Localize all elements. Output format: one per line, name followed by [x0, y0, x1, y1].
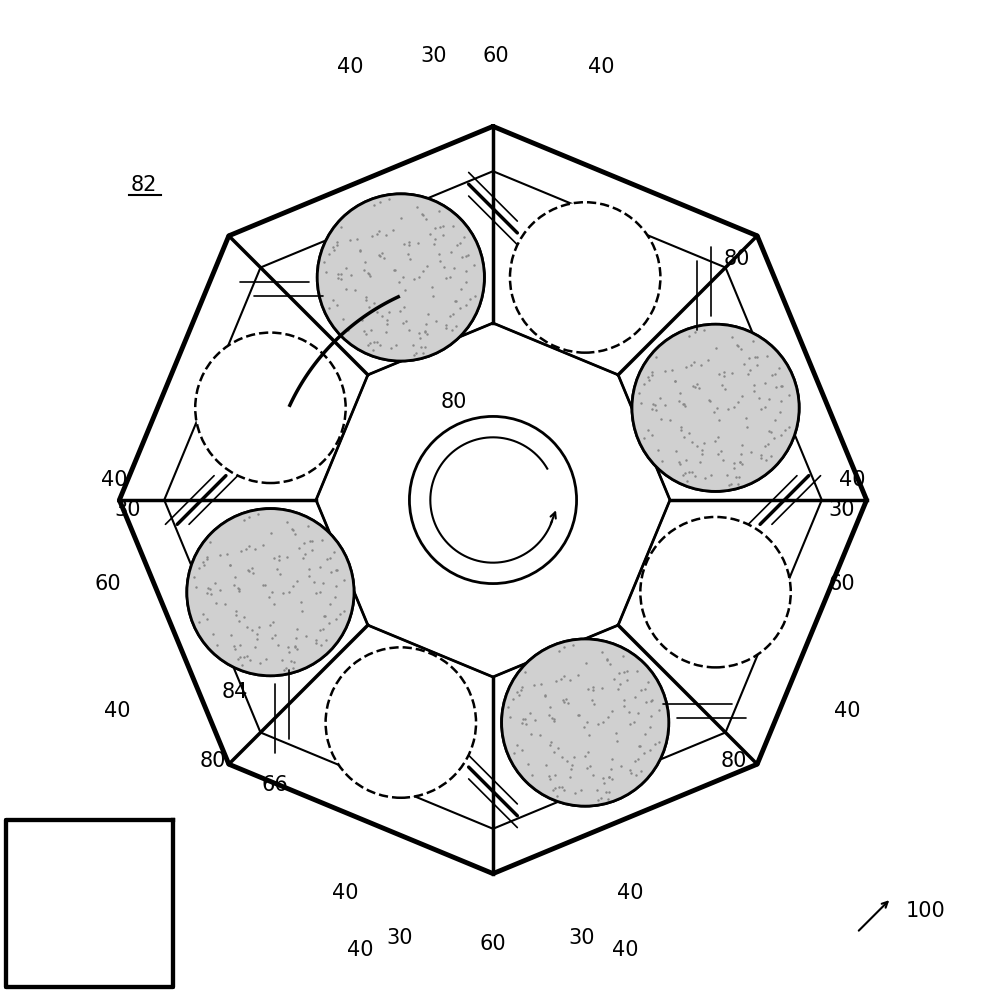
Circle shape — [409, 416, 577, 584]
Text: 40: 40 — [617, 883, 644, 903]
Circle shape — [502, 639, 669, 806]
Text: 60: 60 — [482, 46, 509, 66]
Text: 40: 40 — [105, 701, 131, 721]
Text: 60: 60 — [95, 574, 121, 594]
Text: 60: 60 — [479, 934, 507, 954]
Polygon shape — [6, 820, 174, 987]
Text: 80: 80 — [721, 751, 747, 771]
Circle shape — [317, 194, 484, 361]
Circle shape — [195, 333, 346, 483]
Text: 80: 80 — [199, 751, 226, 771]
Text: 40: 40 — [347, 940, 374, 960]
Text: 30: 30 — [114, 500, 140, 520]
Text: 40: 40 — [337, 57, 364, 77]
Text: 84: 84 — [221, 682, 247, 702]
Circle shape — [502, 639, 669, 806]
Text: 30: 30 — [829, 500, 855, 520]
Text: 82: 82 — [131, 175, 157, 195]
Circle shape — [632, 324, 799, 491]
Circle shape — [325, 647, 476, 798]
Text: 80: 80 — [441, 392, 466, 412]
Text: 40: 40 — [839, 470, 865, 490]
Text: 66: 66 — [261, 775, 288, 795]
Text: 40: 40 — [834, 701, 860, 721]
Text: 30: 30 — [387, 928, 413, 948]
Circle shape — [640, 517, 791, 667]
Text: 40: 40 — [102, 470, 128, 490]
Text: 30: 30 — [421, 46, 448, 66]
Text: 40: 40 — [332, 883, 359, 903]
Circle shape — [317, 194, 484, 361]
Text: 40: 40 — [588, 57, 614, 77]
Circle shape — [187, 509, 354, 676]
Circle shape — [632, 324, 799, 491]
Text: 60: 60 — [828, 574, 856, 594]
Text: 100: 100 — [906, 901, 946, 921]
Text: 30: 30 — [568, 928, 595, 948]
Circle shape — [187, 509, 354, 676]
Text: 80: 80 — [724, 249, 750, 269]
Text: 40: 40 — [612, 940, 639, 960]
Circle shape — [510, 202, 661, 353]
